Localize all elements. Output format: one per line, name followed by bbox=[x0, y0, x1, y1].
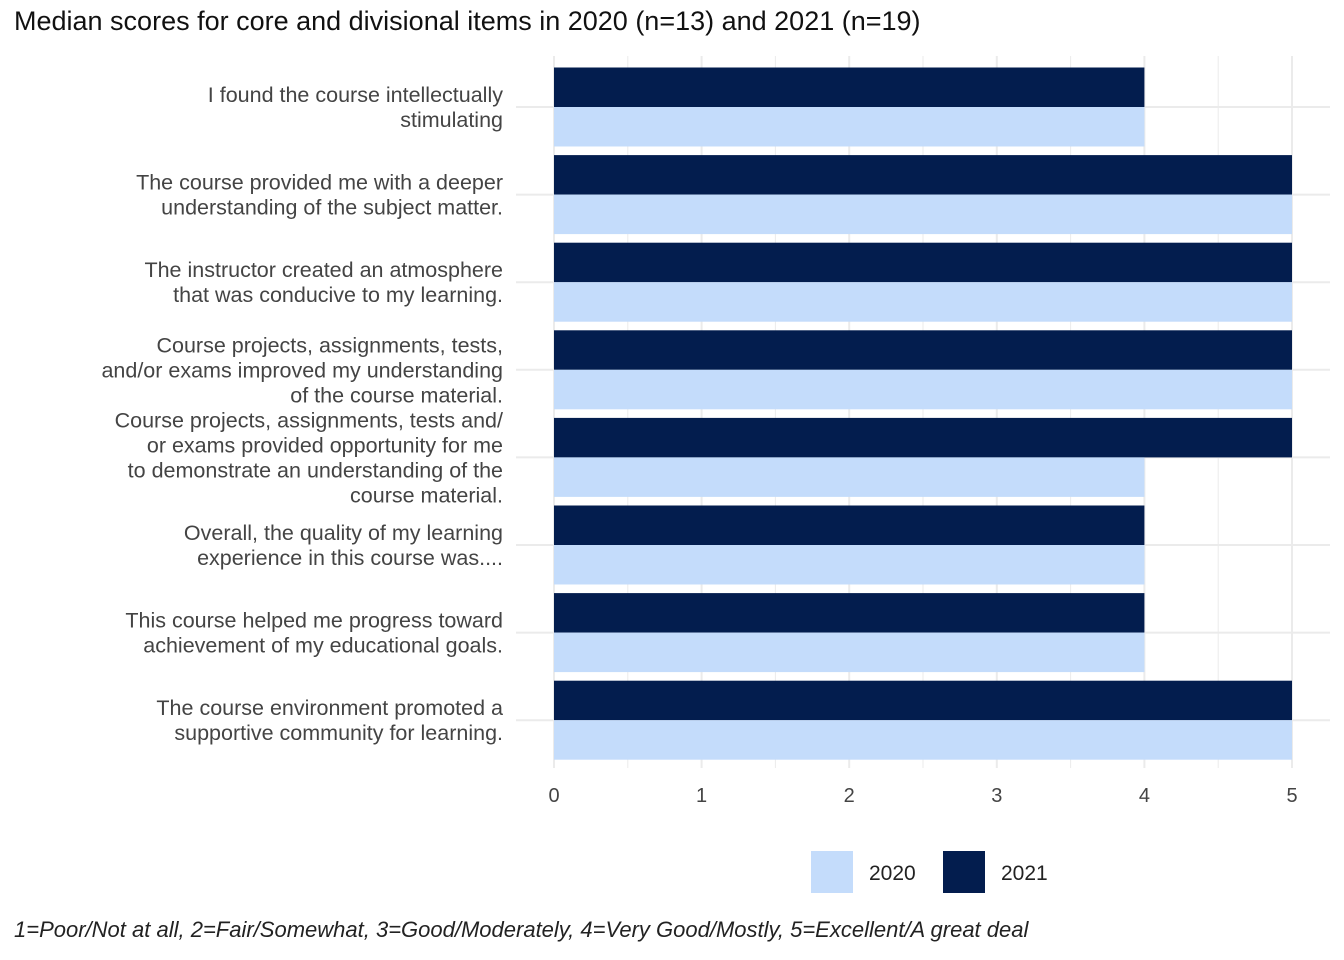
category-label: The course provided me with a deeper unde… bbox=[136, 171, 503, 220]
bar-2021 bbox=[554, 242, 1292, 283]
x-tick-label: 5 bbox=[1286, 785, 1297, 807]
x-tick-label: 4 bbox=[1139, 785, 1150, 807]
bar-2020 bbox=[554, 107, 1145, 147]
bar-2020 bbox=[554, 282, 1292, 322]
legend-label-2021: 2021 bbox=[1001, 862, 1048, 885]
bar-2021 bbox=[554, 417, 1292, 458]
category-label: I found the course intellectually stimula… bbox=[208, 83, 503, 132]
x-tick-label: 2 bbox=[844, 785, 855, 807]
x-tick-label: 0 bbox=[548, 785, 559, 807]
x-tick-label: 3 bbox=[991, 785, 1002, 807]
chart-caption: 1=Poor/Not at all, 2=Fair/Somewhat, 3=Go… bbox=[14, 917, 1029, 942]
category-label: Overall, the quality of my learning exper… bbox=[184, 521, 503, 570]
bar-2021 bbox=[554, 680, 1292, 721]
bar-2021 bbox=[554, 593, 1145, 633]
x-axis-ticks: 0 1 2 3 4 5 bbox=[548, 785, 1297, 807]
chart-plot: I found the course intellectually stimula… bbox=[101, 56, 1330, 893]
category-labels: I found the course intellectually stimula… bbox=[101, 83, 503, 745]
category-label: The course environment promoted a support… bbox=[156, 696, 503, 745]
x-tick-label: 1 bbox=[696, 785, 707, 807]
legend: 2020 2021 bbox=[811, 851, 1048, 893]
category-label: Course projects, assignments, tests and/… bbox=[115, 408, 503, 507]
bar-2021 bbox=[554, 67, 1145, 107]
bar-2020 bbox=[554, 720, 1292, 760]
category-label: Course projects, assignments, tests, and/… bbox=[101, 333, 503, 407]
bar-2020 bbox=[554, 194, 1292, 235]
category-label: The instructor created an atmosphere that… bbox=[144, 258, 503, 307]
legend-key-2021 bbox=[943, 851, 985, 893]
bar-2020 bbox=[554, 545, 1145, 585]
bar-2020 bbox=[554, 457, 1145, 497]
bar-2020 bbox=[554, 632, 1145, 673]
legend-label-2020: 2020 bbox=[869, 862, 916, 885]
bar-2021 bbox=[554, 505, 1145, 545]
bar-2020 bbox=[554, 369, 1292, 410]
legend-key-2020 bbox=[811, 851, 853, 893]
bars bbox=[554, 67, 1292, 760]
category-label: This course helped me progress toward ach… bbox=[125, 609, 503, 658]
bar-2021 bbox=[554, 330, 1292, 370]
chart-title: Median scores for core and divisional it… bbox=[14, 6, 921, 36]
bar-2021 bbox=[554, 155, 1292, 195]
